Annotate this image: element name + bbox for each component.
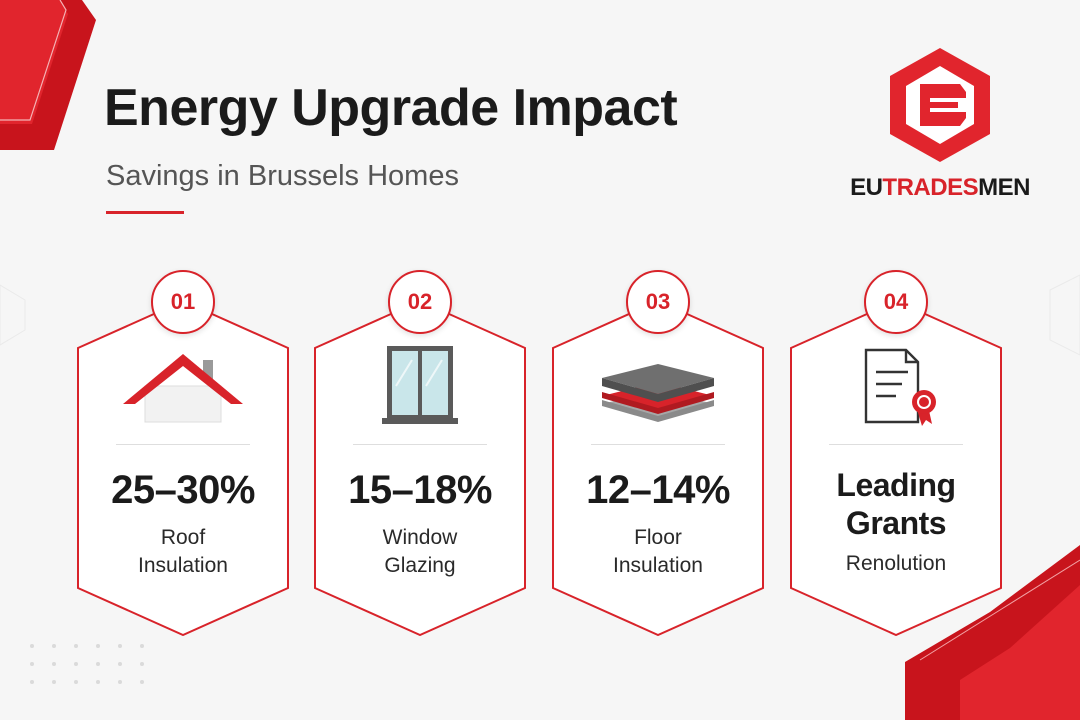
card-number-badge: 01 [151, 270, 215, 334]
window-icon [382, 346, 458, 424]
brand-name-part1: EU [850, 174, 883, 201]
stat-card-roof: 01 25–30% Roof Insulation [76, 270, 290, 636]
card-value: Leading Grants [836, 467, 956, 541]
dot-grid-decoration [30, 644, 150, 694]
card-number-badge: 03 [626, 270, 690, 334]
page-title: Energy Upgrade Impact [104, 79, 678, 137]
hexagon-e-logo-icon [890, 48, 990, 162]
stat-card-window: 02 15–18% Window Glazing [313, 270, 527, 636]
title-underline [106, 211, 184, 214]
stat-card-floor: 03 12–14% Floor Insulation [551, 270, 765, 636]
certificate-icon [864, 348, 936, 426]
brand-name-part3: MEN [978, 174, 1030, 201]
card-hexagon-frame [314, 300, 526, 636]
page-subtitle: Savings in Brussels Homes [106, 160, 459, 192]
card-hexagon-frame [790, 300, 1002, 636]
card-value: 12–14% [586, 468, 730, 512]
card-value: 25–30% [111, 468, 255, 512]
card-number-badge: 04 [864, 270, 928, 334]
card-value: 15–18% [348, 468, 492, 512]
card-label: Floor Insulation [613, 526, 703, 577]
floor-layers-icon [602, 364, 714, 422]
card-number-badge: 02 [388, 270, 452, 334]
card-divider [829, 444, 963, 445]
card-divider [591, 444, 725, 445]
brand-name-part2: TRADES [882, 174, 979, 201]
card-divider [116, 444, 250, 445]
card-divider [353, 444, 487, 445]
brand-logo: EUTRADESMEN [830, 40, 1050, 210]
card-label: Window Glazing [382, 526, 458, 577]
card-hexagon-frame [77, 300, 289, 636]
stat-card-grants: 04 Leading Grants Renolution [789, 270, 1003, 636]
brand-name: EUTRADESMEN [830, 174, 1050, 202]
house-roof-icon [123, 354, 243, 423]
card-label: Renolution [845, 552, 947, 575]
card-label: Roof Insulation [138, 526, 228, 577]
